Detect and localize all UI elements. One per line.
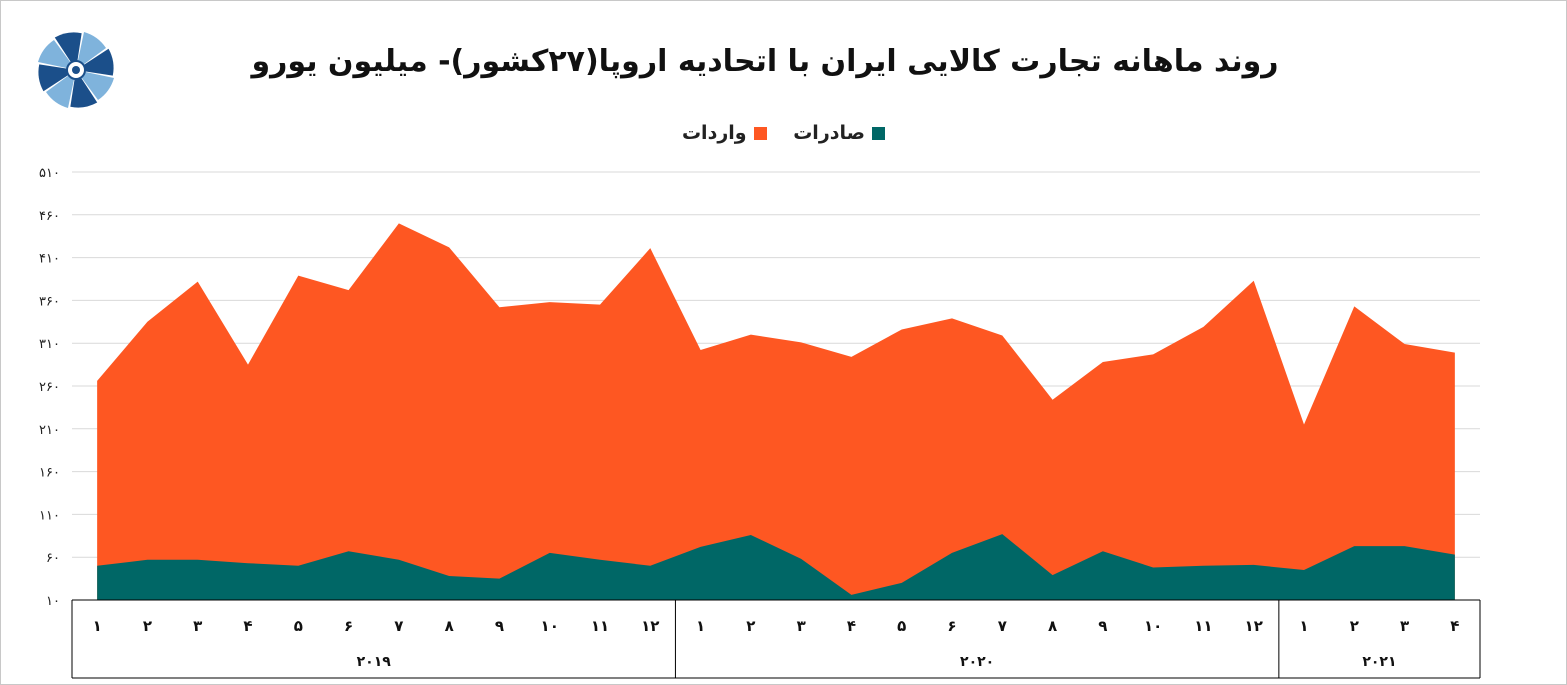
x-tick-label: ۵	[294, 617, 303, 635]
x-tick-label: ۴	[243, 617, 252, 635]
y-tick-label: ۴۶۰	[39, 209, 60, 224]
chamber-logo	[36, 30, 116, 110]
x-tick-label: ۱۱	[591, 617, 609, 635]
group-label: ۲۰۲۱	[1362, 654, 1396, 670]
y-tick-label: ۱۰	[46, 594, 60, 609]
logo-blade	[46, 70, 76, 108]
exports-area	[97, 534, 1455, 600]
x-tick-label: ۱	[1299, 617, 1308, 635]
x-tick-label: ۱۲	[641, 617, 659, 635]
legend-item-exports: صادرات	[793, 122, 886, 144]
legend-label-imports: واردات	[681, 122, 747, 144]
legend-item-imports: واردات	[682, 122, 767, 144]
y-tick-label: ۱۶۰	[39, 466, 60, 481]
x-tick-label: ۷	[394, 617, 403, 635]
logo-blade	[38, 40, 76, 70]
x-tick-label: ۱۰	[541, 617, 559, 635]
logo-blade	[76, 32, 106, 70]
x-tick-label: ۹	[1098, 617, 1107, 635]
x-tick-label: ۱۰	[1144, 617, 1162, 635]
y-tick-label: ۳۶۰	[39, 294, 60, 309]
chart-title: روند ماهانه تجارت کالایی ایران با اتحادی…	[251, 44, 1279, 79]
x-tick-label: ۸	[445, 617, 454, 635]
y-tick-label: ۴۱۰	[39, 252, 60, 267]
logo-blade	[76, 70, 114, 100]
logo-wheel-icon	[36, 30, 116, 110]
y-tick-label: ۱۱۰	[39, 508, 60, 523]
legend-swatch-exports	[872, 126, 886, 140]
x-tick-label: ۲	[143, 617, 152, 635]
group-label: ۲۰۱۹	[357, 654, 392, 670]
y-tick-label: ۲۱۰	[39, 423, 60, 438]
x-tick-label: ۸	[1048, 617, 1057, 635]
y-tick-label: ۵۱۰	[39, 166, 60, 181]
legend-label-exports: صادرات	[793, 122, 866, 144]
x-tick-label: ۴	[847, 617, 856, 635]
y-tick-label: ۲۶۰	[39, 380, 60, 395]
x-tick-label: ۶	[947, 617, 956, 635]
x-tick-label: ۱۲	[1245, 617, 1263, 635]
x-tick-label: ۷	[998, 617, 1007, 635]
x-tick-label: ۵	[897, 617, 906, 635]
x-tick-label: ۳	[797, 617, 806, 635]
imports-area	[97, 223, 1455, 601]
x-tick-label: ۴	[1450, 617, 1459, 635]
y-tick-label: ۶۰	[46, 551, 60, 566]
x-tick-label: ۲	[746, 617, 755, 635]
x-tick-label: ۱	[93, 617, 102, 635]
legend-swatch-imports	[753, 126, 767, 140]
x-tick-label: ۱	[696, 617, 705, 635]
x-tick-label: ۳	[193, 617, 202, 635]
x-tick-label: ۱۱	[1194, 617, 1212, 635]
y-tick-label: ۳۱۰	[39, 337, 60, 352]
x-tick-label: ۲	[1350, 617, 1359, 635]
group-label: ۲۰۲۰	[960, 654, 994, 670]
x-tick-label: ۶	[344, 617, 353, 635]
x-tick-label: ۹	[495, 617, 504, 635]
chart-legend: صادرات واردات	[0, 122, 1567, 145]
x-tick-label: ۳	[1400, 617, 1409, 635]
